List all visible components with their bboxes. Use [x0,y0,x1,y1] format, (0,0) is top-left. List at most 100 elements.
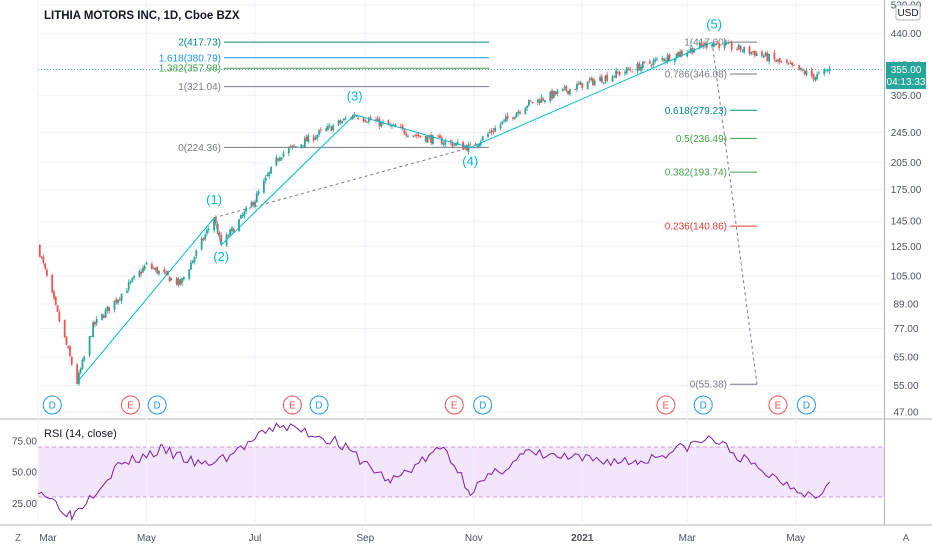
candle-body [800,68,802,70]
candle-body [679,51,682,57]
candle-body [232,228,235,233]
candle-body [83,356,86,361]
candle-body [289,146,292,148]
candle-body [254,201,256,207]
candle-body [133,276,135,279]
candle-body [362,118,365,122]
candle-body [743,46,746,53]
candle-body [538,100,541,104]
candle-body [44,263,47,269]
earnings-badge[interactable]: E [656,395,676,415]
candle-body [592,78,594,85]
event-badge-circle [309,395,329,415]
candle-body [154,267,157,271]
dividend-badge[interactable]: D [147,395,167,415]
candle-body [405,133,408,136]
earnings-badge[interactable]: E [282,395,302,415]
auto-scale-button[interactable]: A [903,533,910,544]
earnings-badge[interactable]: E [444,395,464,415]
candle-body [752,51,754,53]
candle-body [531,101,534,103]
candle-body [698,42,701,49]
candle-body [661,58,664,60]
candle-body [177,279,180,285]
candle-body [481,136,484,141]
fib-retracement-level-label: 0(55.38) [690,380,727,391]
event-badge-letter: D [154,401,161,412]
candle-body [736,49,738,51]
candle-body [344,118,347,120]
candle-body [803,71,806,75]
dividend-badge[interactable]: D [796,395,816,415]
candle-body [504,116,507,122]
candle-body [501,121,504,125]
candle-body [565,86,568,92]
candle-body [129,281,132,283]
candle-body [70,356,73,365]
price-tick-label: 205.00 [891,158,922,169]
candle-body [574,88,577,90]
candle-body [69,346,71,357]
time-tick-label: Jul [249,533,262,544]
candle-body [378,119,381,127]
candle-body [737,44,740,49]
candle-body [593,80,596,85]
candle-body [606,74,609,81]
candle-body [515,113,518,118]
time-tick-label: May [786,533,805,544]
dividend-badge[interactable]: D [309,395,329,415]
candle-body [412,135,415,137]
candle-body [303,138,306,147]
fib-extension-level-label: 1(321.04) [178,82,221,93]
candle-body [729,42,731,44]
candle-body [561,88,564,91]
earnings-badge[interactable]: E [120,395,140,415]
elliott-wave-label: (1) [206,192,222,207]
dividend-badge[interactable]: D [473,395,493,415]
candle-body [67,346,70,349]
candle-body [401,125,404,129]
candle-body [142,267,144,273]
dividend-badge[interactable]: D [42,395,62,415]
candle-body [762,55,765,58]
candle-body [367,118,370,122]
candle-body [391,125,393,127]
candle-body [204,234,207,240]
rsi-tick-label: 50.00 [12,468,37,479]
candle-body [463,146,466,149]
candle-body [451,142,454,147]
earnings-badge[interactable]: E [768,395,788,415]
candle-body [279,157,281,161]
candle-body [677,51,680,57]
candle-body [627,68,630,70]
candle-body [444,140,447,145]
candle-body [280,157,283,160]
candle-body [366,122,368,123]
candle-body [652,60,655,65]
candle-body [207,228,210,230]
event-badge-letter: E [775,401,782,412]
candle-body [476,145,479,147]
candle-body [787,63,790,65]
candle-body [245,207,248,212]
candle-body [227,235,230,237]
price-tick-label: 305.00 [891,91,922,102]
currency-button[interactable]: USD [895,4,921,21]
candle-body [118,298,121,300]
rsi-band [38,447,884,497]
candle-body [656,58,658,60]
candle-body [104,309,107,318]
zoom-button[interactable]: Z [15,533,21,544]
candle-body [369,117,372,121]
candle-body [814,77,817,81]
event-badge-circle [147,395,167,415]
candle-body [613,75,616,77]
rsi-tick-label: 25.00 [12,499,37,510]
candle-body [364,120,367,122]
candle-body [723,42,726,48]
candle-body [200,238,203,250]
dividend-badge[interactable]: D [693,395,713,415]
candle-body [499,124,502,129]
